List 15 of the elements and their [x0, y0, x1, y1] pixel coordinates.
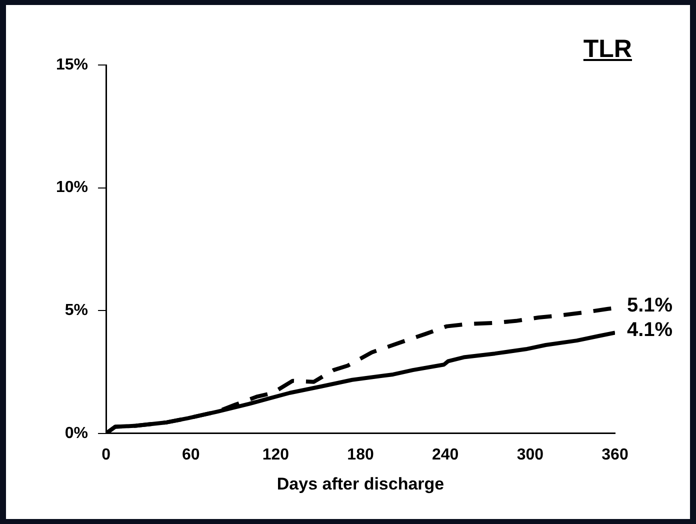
- y-tick-label: 5%: [64, 302, 88, 320]
- y-tick-label: 15%: [56, 56, 88, 74]
- y-tick-label: 10%: [56, 179, 88, 196]
- x-tick-label: 180: [347, 446, 374, 464]
- annotation: 5.1%: [627, 294, 673, 317]
- x-axis-title: Days after discharge: [276, 474, 444, 494]
- x-tick-label: 300: [516, 446, 544, 464]
- x-tick-label: 240: [432, 446, 459, 464]
- x-tick-label: 60: [182, 446, 200, 464]
- annotation: 4.1%: [627, 319, 673, 342]
- x-tick-label: 120: [262, 446, 290, 464]
- chart-title: TLR: [583, 35, 632, 64]
- x-tick-label: 360: [602, 446, 628, 464]
- x-tick-label: 0: [102, 446, 111, 464]
- y-tick-label: 0%: [64, 424, 88, 442]
